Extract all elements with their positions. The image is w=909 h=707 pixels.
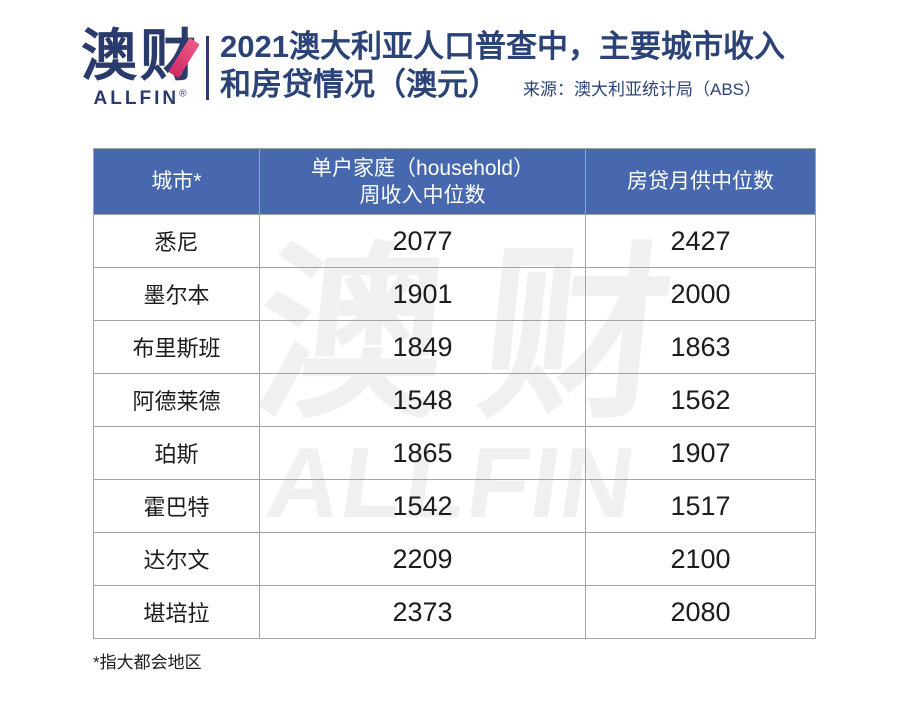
- table-header: 城市* 单户家庭（household） 周收入中位数 房贷月供中位数: [93, 148, 816, 215]
- mortgage-cell: 2427: [585, 214, 816, 268]
- table-header-row: 城市* 单户家庭（household） 周收入中位数 房贷月供中位数: [93, 148, 816, 215]
- mortgage-cell: 1517: [585, 479, 816, 533]
- table-row: 珀斯 1865 1907: [93, 426, 816, 480]
- table-row: 堪培拉 2373 2080: [93, 585, 816, 639]
- income-cell: 1849: [259, 320, 586, 374]
- city-cell: 悉尼: [93, 214, 260, 268]
- table-row: 达尔文 2209 2100: [93, 532, 816, 586]
- income-cell: 2077: [259, 214, 586, 268]
- header-titles: 2021澳大利亚人口普查中，主要城市收入 和房贷情况（澳元） 来源：澳大利亚统计…: [220, 28, 900, 104]
- mortgage-cell: 2100: [585, 532, 816, 586]
- title-divider: [206, 36, 209, 100]
- table-row: 阿德莱德 1548 1562: [93, 373, 816, 427]
- city-cell: 珀斯: [93, 426, 260, 480]
- column-header-city: 城市*: [93, 148, 260, 215]
- income-cell: 1542: [259, 479, 586, 533]
- income-cell: 1901: [259, 267, 586, 321]
- city-cell: 阿德莱德: [93, 373, 260, 427]
- column-header-income-line1: 单户家庭（household）: [311, 156, 534, 180]
- income-cell: 2373: [259, 585, 586, 639]
- registered-mark: ®: [179, 88, 187, 100]
- city-cell: 霍巴特: [93, 479, 260, 533]
- column-header-mortgage: 房贷月供中位数: [585, 148, 816, 215]
- mortgage-cell: 2080: [585, 585, 816, 639]
- table-row: 霍巴特 1542 1517: [93, 479, 816, 533]
- table-body: 悉尼 2077 2427 墨尔本 1901 2000 布里斯班 1849 186…: [93, 214, 816, 639]
- brand-logo-latin-text: ALLFIN: [93, 88, 180, 109]
- city-cell: 墨尔本: [93, 267, 260, 321]
- page-title-line1: 2021澳大利亚人口普查中，主要城市收入: [220, 29, 785, 64]
- column-header-income: 单户家庭（household） 周收入中位数: [259, 148, 586, 215]
- census-data-table: 城市* 单户家庭（household） 周收入中位数 房贷月供中位数 悉尼 20…: [93, 148, 816, 639]
- city-cell: 堪培拉: [93, 585, 260, 639]
- mortgage-cell: 1863: [585, 320, 816, 374]
- page-title-line2: 和房贷情况（澳元）: [220, 67, 499, 102]
- data-source-note: 来源：澳大利亚统计局（ABS）: [523, 80, 762, 99]
- mortgage-cell: 2000: [585, 267, 816, 321]
- page-title-row2: 和房贷情况（澳元） 来源：澳大利亚统计局（ABS）: [220, 66, 900, 104]
- city-cell: 达尔文: [93, 532, 260, 586]
- income-cell: 2209: [259, 532, 586, 586]
- income-cell: 1865: [259, 426, 586, 480]
- table-row: 墨尔本 1901 2000: [93, 267, 816, 321]
- table-row: 悉尼 2077 2427: [93, 214, 816, 268]
- column-header-income-line2: 周收入中位数: [359, 183, 486, 207]
- table-footnote: *指大都会地区: [93, 653, 202, 672]
- mortgage-cell: 1562: [585, 373, 816, 427]
- table-row: 布里斯班 1849 1863: [93, 320, 816, 374]
- mortgage-cell: 1907: [585, 426, 816, 480]
- brand-logo-latin: ALLFIN®: [76, 88, 204, 110]
- income-cell: 1548: [259, 373, 586, 427]
- city-cell: 布里斯班: [93, 320, 260, 374]
- brand-logo: 澳财 ALLFIN®: [76, 26, 204, 110]
